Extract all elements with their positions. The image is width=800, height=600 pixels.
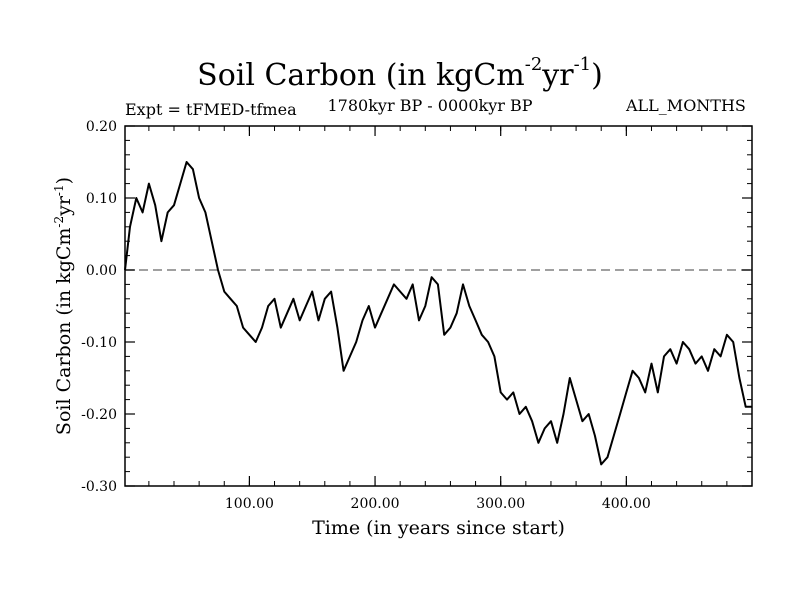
y-tick-label: -0.30 <box>81 479 117 495</box>
x-tick-label: 300.00 <box>476 496 525 512</box>
plot-frame <box>124 125 753 487</box>
series-line <box>124 161 752 466</box>
x-tick-label: 200.00 <box>351 496 400 512</box>
y-tick-label: 0.00 <box>86 263 117 279</box>
experiment-label: Expt = tFMED-tfmea <box>125 100 297 119</box>
y-tick-label: 0.20 <box>86 119 117 135</box>
time-range-label: 1780kyr BP - 0000kyr BP <box>327 96 533 115</box>
chart-title: Soil Carbon (in kgCm-2yr-1) <box>197 54 603 93</box>
x-axis-title: Time (in years since start) <box>312 517 565 539</box>
y-tick-label: -0.20 <box>81 407 117 423</box>
y-tick-label: -0.10 <box>81 335 117 351</box>
y-axis-title: Soil Carbon (in kgCm-2yr-1) <box>52 177 75 435</box>
y-tick-label: 0.10 <box>86 191 117 207</box>
x-tick-label: 400.00 <box>602 496 651 512</box>
months-label: ALL_MONTHS <box>626 96 746 115</box>
x-tick-label: 100.00 <box>225 496 274 512</box>
